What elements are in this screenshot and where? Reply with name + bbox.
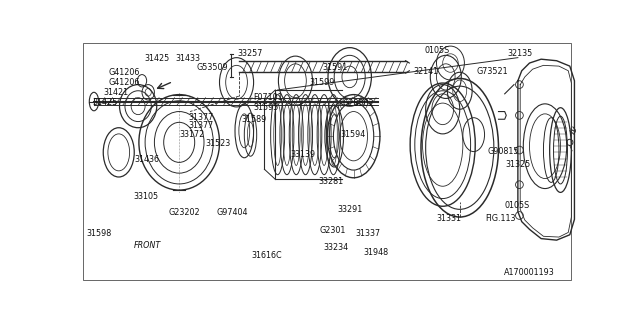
Text: 31616C: 31616C	[251, 251, 282, 260]
Text: G23202: G23202	[168, 208, 200, 217]
Text: G2301: G2301	[319, 226, 346, 235]
Text: 33139: 33139	[291, 150, 316, 159]
Text: 31425: 31425	[145, 54, 170, 63]
Text: 31331: 31331	[436, 214, 461, 223]
Text: 31421: 31421	[104, 88, 129, 97]
Text: G41206: G41206	[109, 78, 140, 87]
Text: 32135: 32135	[508, 49, 533, 58]
Text: G53509: G53509	[196, 63, 228, 72]
Text: 31433: 31433	[176, 54, 201, 63]
Text: FRONT: FRONT	[134, 241, 161, 250]
Text: 31523: 31523	[205, 139, 230, 148]
Text: 31595: 31595	[253, 103, 279, 112]
Text: 31377: 31377	[188, 121, 213, 130]
Text: FIG.113: FIG.113	[486, 214, 516, 223]
Text: 0105S: 0105S	[425, 46, 450, 55]
Text: 31325: 31325	[506, 160, 531, 169]
Text: 33172: 33172	[179, 131, 204, 140]
Text: 33105: 33105	[134, 192, 159, 201]
Text: 33234: 33234	[323, 243, 348, 252]
Text: F07101: F07101	[253, 93, 284, 102]
Text: 31589: 31589	[241, 115, 266, 124]
Text: 33257: 33257	[237, 49, 263, 58]
Text: 31436: 31436	[134, 155, 159, 164]
Text: 31591: 31591	[322, 63, 348, 72]
Text: 31599: 31599	[309, 78, 335, 87]
Text: 33281: 33281	[318, 177, 343, 186]
Text: G90815: G90815	[488, 147, 519, 156]
Text: 33291: 33291	[337, 205, 362, 214]
Text: G28502: G28502	[343, 99, 374, 108]
Text: G97404: G97404	[216, 208, 248, 217]
Text: G41206: G41206	[109, 68, 140, 77]
Text: 31948: 31948	[364, 248, 389, 257]
Text: A170001193: A170001193	[504, 268, 555, 277]
Text: 31594: 31594	[340, 130, 365, 139]
Text: 32141: 32141	[413, 67, 438, 76]
Text: 0105S: 0105S	[504, 202, 529, 211]
Text: 31425: 31425	[92, 98, 118, 107]
Text: 31377: 31377	[188, 113, 213, 122]
Text: 31337: 31337	[355, 228, 380, 237]
Text: 31598: 31598	[86, 228, 111, 237]
Text: G73521: G73521	[477, 67, 508, 76]
